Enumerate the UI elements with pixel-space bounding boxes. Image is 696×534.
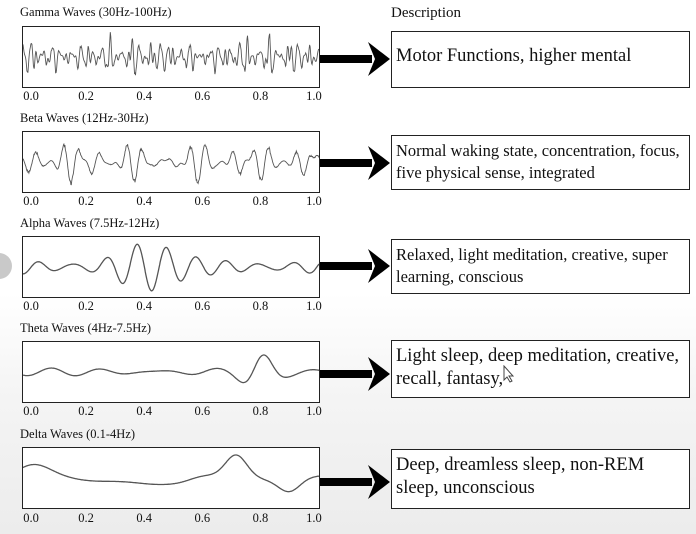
x-tick: 0.8 <box>252 194 269 208</box>
x-tick: 0.8 <box>252 299 269 313</box>
x-tick: 0.2 <box>78 404 94 418</box>
waveform-line <box>23 243 319 292</box>
beta-plot <box>22 131 320 193</box>
beta-waveform <box>23 142 319 186</box>
alpha-x-axis: 0.0 0.2 0.4 0.6 0.8 1.0 <box>22 299 322 313</box>
delta-plot <box>22 447 320 509</box>
x-tick: 0.4 <box>136 511 152 525</box>
waveform-line <box>23 32 319 76</box>
gamma-plot <box>22 26 320 88</box>
x-tick: 0.0 <box>23 194 39 208</box>
x-tick: 0.2 <box>78 194 94 208</box>
x-tick: 0.2 <box>78 89 94 103</box>
alpha-description: Relaxed, light meditation, creative, sup… <box>391 239 690 294</box>
delta-waveform <box>23 454 319 493</box>
gamma-description: Motor Functions, higher mental <box>391 31 690 88</box>
gamma-title: Gamma Waves (30Hz-100Hz) <box>20 5 172 19</box>
x-tick: 1.0 <box>306 299 322 313</box>
x-tick: 0.8 <box>252 404 269 418</box>
theta-title: Theta Waves (4Hz-7.5Hz) <box>20 321 151 335</box>
alpha-plot <box>22 236 320 298</box>
x-tick: 0.2 <box>78 299 94 313</box>
waveform-line <box>23 454 319 493</box>
delta-description: Deep, dreamless sleep, non-REM sleep, un… <box>391 449 690 509</box>
x-tick: 0.6 <box>194 511 211 525</box>
alpha-waveform <box>23 243 319 292</box>
x-tick: 0.4 <box>136 194 152 208</box>
x-tick: 1.0 <box>306 404 322 418</box>
x-tick: 0.0 <box>23 299 39 313</box>
x-tick: 0.6 <box>194 89 211 103</box>
x-tick: 0.0 <box>23 89 39 103</box>
x-tick: 0.6 <box>194 404 211 418</box>
x-tick: 1.0 <box>306 194 322 208</box>
alpha-title: Alpha Waves (7.5Hz-12Hz) <box>20 216 160 230</box>
x-tick: 0.8 <box>252 511 269 525</box>
x-tick: 0.6 <box>194 194 211 208</box>
right-arrow-icon <box>320 249 390 283</box>
right-arrow-icon <box>320 357 390 391</box>
x-tick: 0.6 <box>194 299 211 313</box>
beta-description: Normal waking state, concentration, focu… <box>391 135 690 190</box>
delta-title: Delta Waves (0.1-4Hz) <box>20 427 136 441</box>
theta-x-axis: 0.0 0.2 0.4 0.6 0.8 1.0 <box>22 404 322 418</box>
delta-x-axis: 0.0 0.2 0.4 0.6 0.8 1.0 <box>22 511 322 525</box>
x-tick: 0.0 <box>23 511 39 525</box>
x-tick: 0.0 <box>23 404 39 418</box>
waveform-line <box>23 354 319 384</box>
x-tick: 0.8 <box>252 89 269 103</box>
gamma-x-axis: 0.0 0.2 0.4 0.6 0.8 1.0 <box>22 89 322 103</box>
description-header: Description <box>391 5 461 21</box>
x-tick: 1.0 <box>306 89 322 103</box>
x-tick: 1.0 <box>306 511 322 525</box>
waveform-line <box>23 142 319 186</box>
beta-x-axis: 0.0 0.2 0.4 0.6 0.8 1.0 <box>22 194 322 208</box>
right-arrow-icon <box>320 465 390 499</box>
x-tick: 0.4 <box>136 404 152 418</box>
right-arrow-icon <box>320 146 390 180</box>
x-tick: 0.2 <box>78 511 94 525</box>
right-arrow-icon <box>320 42 390 76</box>
x-tick: 0.4 <box>136 299 152 313</box>
theta-plot <box>22 341 320 403</box>
theta-waveform <box>23 354 319 384</box>
side-handle <box>0 253 12 279</box>
x-tick: 0.4 <box>136 89 152 103</box>
gamma-waveform <box>23 32 319 76</box>
beta-title: Beta Waves (12Hz-30Hz) <box>20 111 149 125</box>
mouse-pointer-icon <box>503 365 515 383</box>
theta-description: Light sleep, deep meditation, creative, … <box>391 340 690 398</box>
